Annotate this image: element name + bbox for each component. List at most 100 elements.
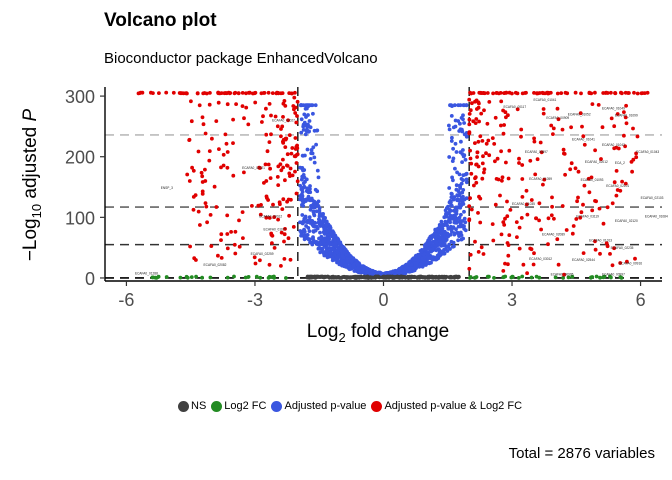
data-point (485, 142, 489, 146)
data-point (305, 103, 309, 107)
point-label: ECAFA0_01041 (572, 137, 595, 141)
data-point (615, 169, 619, 173)
data-point (412, 268, 416, 272)
data-point (455, 188, 459, 192)
data-point (450, 136, 454, 140)
data-point (581, 203, 585, 207)
data-point (462, 154, 466, 158)
data-point (307, 238, 311, 242)
data-point (528, 247, 532, 251)
legend-marker (371, 401, 382, 412)
data-point (404, 276, 408, 280)
data-point (499, 149, 503, 153)
data-point (267, 91, 271, 95)
data-point (482, 171, 486, 175)
data-point (493, 159, 497, 163)
data-point (317, 217, 321, 221)
data-point (328, 276, 332, 280)
data-point (486, 122, 490, 126)
data-point (557, 263, 561, 267)
data-point (481, 154, 485, 158)
data-point (233, 252, 237, 256)
data-point (165, 275, 169, 279)
data-point (459, 103, 463, 107)
data-point (309, 206, 313, 210)
data-point (276, 175, 280, 179)
data-point (302, 128, 306, 132)
data-point (521, 92, 525, 96)
data-point (546, 242, 550, 246)
data-point (457, 275, 461, 279)
data-point (290, 146, 294, 150)
data-point (312, 156, 316, 160)
data-point (300, 196, 304, 200)
data-point (564, 91, 568, 95)
data-point (597, 103, 601, 107)
data-point (321, 250, 325, 254)
data-point (611, 201, 615, 205)
legend-item: Adjusted p-value (271, 400, 366, 412)
data-point (475, 275, 479, 279)
data-point (519, 128, 523, 132)
data-point (518, 247, 522, 251)
data-point (444, 220, 448, 224)
data-point (281, 158, 285, 162)
x-tick-label: 6 (636, 290, 646, 310)
data-point (324, 275, 328, 279)
point-label: ECAFA0_02021 (242, 166, 265, 170)
data-point (460, 130, 464, 134)
legend-marker (211, 401, 222, 412)
data-point (325, 242, 329, 246)
data-point (315, 275, 319, 279)
data-point (461, 117, 465, 121)
data-point (464, 158, 468, 162)
data-point (471, 119, 475, 123)
data-point (309, 151, 313, 155)
data-point (361, 269, 365, 273)
data-point (281, 197, 285, 201)
data-point (333, 238, 337, 242)
data-point (185, 173, 189, 177)
data-point (419, 262, 423, 266)
data-point (530, 276, 534, 280)
data-point (315, 129, 319, 133)
data-point (264, 133, 268, 137)
data-point (604, 91, 608, 95)
data-point (188, 179, 192, 183)
data-point (344, 248, 348, 252)
point-label: ECAFA0_02082 (204, 263, 227, 267)
data-point (486, 275, 490, 279)
data-point (189, 99, 193, 103)
data-point (292, 225, 296, 229)
data-point (151, 276, 155, 280)
data-point (151, 91, 155, 95)
data-point (445, 245, 449, 249)
point-label: ECAFA0_02103 (641, 196, 664, 200)
data-point (461, 237, 465, 241)
data-point (469, 253, 473, 257)
data-point (215, 205, 219, 209)
data-point (473, 240, 477, 244)
data-point (461, 113, 465, 117)
data-point (630, 170, 634, 174)
data-point (507, 149, 511, 153)
data-point (507, 233, 511, 237)
data-point (284, 276, 288, 280)
data-point (393, 276, 397, 280)
data-point (318, 231, 322, 235)
data-point (283, 145, 287, 149)
data-point (520, 177, 524, 181)
data-point (476, 150, 480, 154)
data-point (179, 276, 183, 280)
data-point (574, 166, 578, 170)
legend: NS Log2 FC Adjusted p-value Adjusted p-valu… (178, 400, 527, 412)
data-point (598, 207, 602, 211)
point-label: ECAFA0_00997 (602, 273, 625, 277)
data-point (487, 153, 491, 157)
data-point (275, 92, 279, 96)
legend-label: Adjusted p-value (284, 400, 366, 412)
data-point (565, 228, 569, 232)
data-point (442, 275, 446, 279)
data-point (308, 229, 312, 233)
data-point (220, 91, 224, 95)
